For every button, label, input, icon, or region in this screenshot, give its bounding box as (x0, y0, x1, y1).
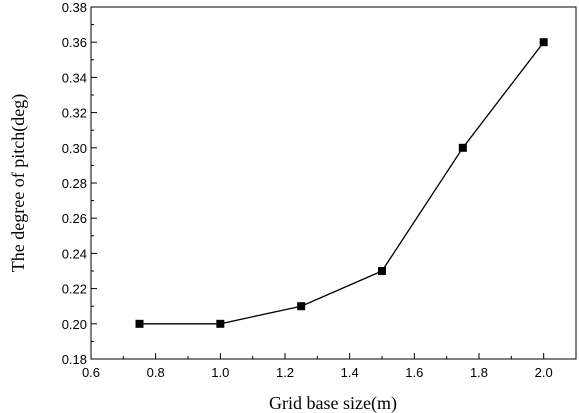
x-tick-label: 1.8 (470, 365, 488, 380)
y-tick-label: 0.24 (62, 246, 87, 261)
y-axis-ticks: 0.18 0.20 0.22 0.24 0.26 0.28 0.30 0.32 0.34 0.36… (62, 0, 97, 367)
plot-frame (90, 6, 577, 360)
y-tick-label: 0.38 (62, 0, 87, 15)
data-point (297, 302, 306, 311)
x-tick-label: 1.0 (211, 365, 229, 380)
data-point (216, 319, 225, 328)
y-tick-label: 0.30 (62, 141, 87, 156)
data-point (458, 143, 467, 152)
minor-ticks (91, 24, 512, 359)
y-tick-label: 0.20 (62, 317, 87, 332)
x-tick-label: 0.8 (147, 365, 165, 380)
x-tick-label: 1.2 (276, 365, 294, 380)
series-line (139, 41, 545, 325)
x-tick-label: 0.6 (82, 365, 100, 380)
data-point (378, 267, 386, 275)
x-tick-label: 2.0 (535, 365, 553, 380)
y-axis-title: The degree of pitch(deg) (8, 94, 29, 272)
series-group (135, 38, 548, 328)
data-point (539, 38, 548, 47)
y-tick-label: 0.32 (62, 106, 87, 121)
y-tick-label: 0.36 (62, 35, 87, 50)
y-tick-label: 0.18 (62, 352, 87, 367)
y-tick-label: 0.22 (62, 282, 87, 297)
y-tick-label: 0.26 (62, 211, 87, 226)
y-tick-label: 0.34 (62, 70, 87, 85)
x-axis-ticks: 0.6 0.8 1.0 1.2 1.4 1.6 1.8 2.0 (82, 353, 553, 380)
y-tick-label: 0.28 (62, 176, 87, 191)
x-axis-title: Grid base size(m) (269, 393, 397, 413)
data-point (135, 319, 144, 328)
x-tick-label: 1.6 (405, 365, 423, 380)
x-tick-label: 1.4 (341, 365, 359, 380)
